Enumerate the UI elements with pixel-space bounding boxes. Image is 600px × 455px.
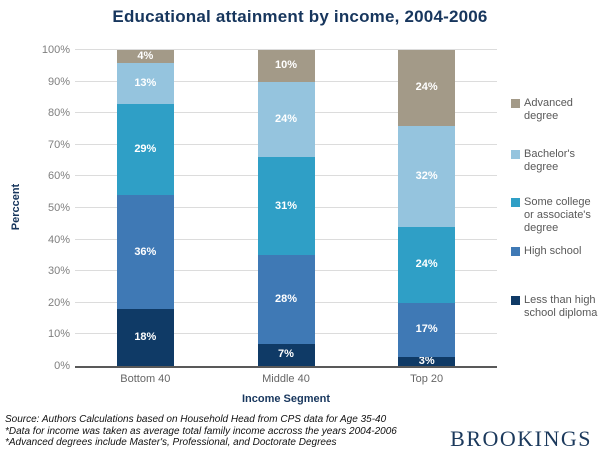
legend-item: Advanced degree	[511, 97, 600, 123]
bar-segment: 31%	[257, 157, 315, 256]
plot-area: 18% 36% 29% 13% 4% 7% 28% 31% 24% 10% 3% 17% 24% 32% 2…	[75, 49, 497, 368]
bar-segment: 10%	[257, 50, 315, 82]
bar-data-label: 13%	[134, 76, 157, 89]
bar-segment: 3%	[398, 354, 456, 367]
bar-segment: 24%	[257, 81, 315, 158]
bar-segment: 29%	[116, 103, 174, 196]
bar-segment: 7%	[257, 343, 315, 366]
chart-title: Educational attainment by income, 2004-2…	[112, 7, 488, 26]
legend: Advanced degree Bachelor's degree Some col…	[511, 0, 600, 455]
bar-data-label: 4%	[137, 49, 154, 62]
legend-marker	[511, 296, 520, 305]
bar-segment: 24%	[398, 50, 456, 126]
y-tick-label: 30%	[47, 265, 70, 278]
legend-marker	[511, 198, 520, 207]
y-tick-label: 50%	[47, 202, 70, 214]
bar-data-label: 10%	[274, 59, 298, 72]
bar-segment: 17%	[398, 302, 456, 357]
bar-data-label: 28%	[274, 293, 298, 306]
bar-segment: 36%	[116, 195, 174, 310]
y-tick-label: 70%	[47, 138, 70, 151]
bar-segment: 32%	[398, 125, 456, 227]
x-axis-title: Income Segment	[241, 393, 331, 405]
bar-segment: 18%	[116, 309, 174, 366]
y-tick-label: 80%	[47, 107, 70, 120]
legend-label: Some college or associate's degree	[524, 196, 591, 234]
legend-item: Some college or associate's degree	[511, 196, 600, 235]
y-tick-label: 100%	[41, 44, 70, 56]
legend-item: Bachelor's degree	[511, 148, 600, 174]
bar-data-label: 24%	[415, 81, 438, 94]
bar-data-label: 32%	[415, 169, 438, 182]
bar-data-label: 29%	[134, 143, 157, 156]
bar-data-label: 17%	[415, 323, 438, 336]
source-line: *Data for income was taken as average to…	[5, 425, 397, 437]
source-line: Source: Authors Calculations based on Ho…	[5, 414, 387, 425]
x-category-label: Bottom 40	[120, 373, 171, 385]
bar-data-label: 31%	[274, 199, 298, 212]
x-category-label: Middle 40	[262, 373, 310, 385]
bar-data-label: 36%	[134, 245, 157, 258]
bar-segment: 28%	[257, 255, 315, 344]
y-tick-label: 40%	[47, 233, 70, 246]
source-notes: Source: Authors Calculations based on Ho…	[5, 414, 397, 449]
y-tick-label: 10%	[47, 328, 70, 341]
bar-data-label: 3%	[418, 354, 435, 367]
legend-marker	[511, 150, 520, 159]
y-tick-label: 60%	[47, 170, 70, 183]
x-category-label: Top 20	[410, 373, 444, 385]
legend-label: Advanced degree	[524, 97, 573, 122]
brookings-logo: BROOKINGS	[450, 426, 592, 451]
legend-label: Bachelor's degree	[524, 148, 576, 173]
bar-data-label: 7%	[278, 348, 294, 361]
bar-segment: 24%	[398, 226, 456, 303]
legend-item: High school	[511, 245, 600, 258]
y-axis-title: Perccent	[10, 183, 22, 231]
legend-marker	[511, 99, 520, 108]
legend-marker	[511, 247, 520, 256]
gridline	[75, 49, 497, 50]
bar-data-label: 18%	[134, 331, 157, 344]
bar-segment: 13%	[116, 62, 174, 104]
legend-item: Less than high school diploma	[511, 294, 600, 320]
bar-data-label: 24%	[274, 113, 298, 126]
legend-label: High school	[524, 245, 582, 257]
y-tick-label: 20%	[47, 296, 70, 309]
source-line: *Advanced degrees include Master's, Prof…	[5, 437, 337, 448]
y-tick-label: 0%	[54, 360, 70, 372]
y-tick-label: 90%	[47, 75, 70, 88]
legend-label: Less than high school diploma	[524, 294, 598, 319]
bar-data-label: 24%	[415, 258, 438, 271]
bar-segment: 4%	[116, 49, 174, 63]
